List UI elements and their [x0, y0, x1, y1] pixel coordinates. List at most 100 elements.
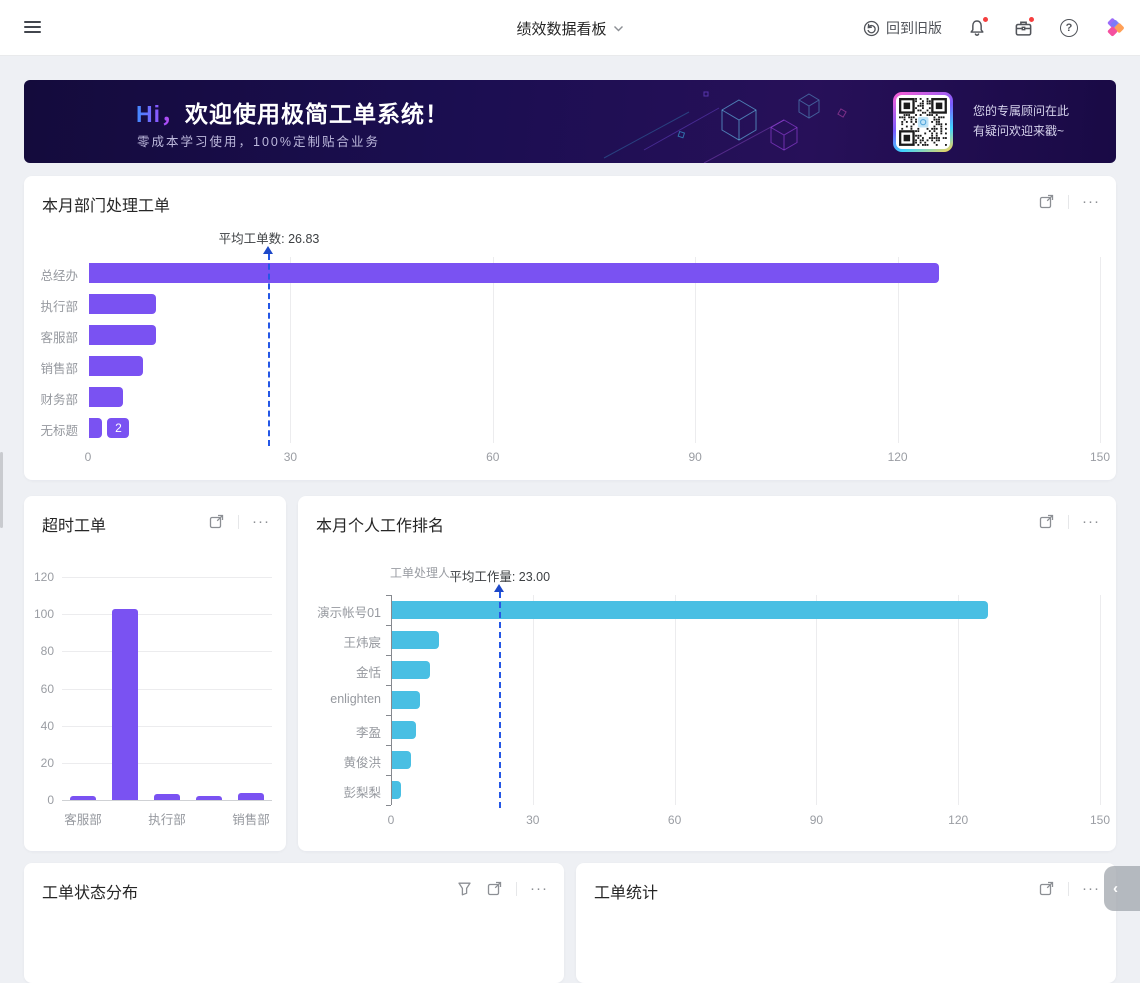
bar[interactable]: [89, 262, 940, 283]
chevron-left-icon: ‹: [1113, 880, 1118, 897]
card-title: 本月部门处理工单: [42, 198, 171, 215]
axis-name-label: 工单处理人: [390, 566, 451, 580]
bar[interactable]: [89, 386, 123, 407]
divider: [516, 881, 517, 896]
gridline: [62, 577, 272, 578]
scrollbar-thumb[interactable]: [0, 452, 3, 528]
bar[interactable]: [196, 796, 222, 800]
axis-line: [391, 595, 392, 805]
back-label: 回到旧版: [886, 20, 942, 36]
dashboard-title-dropdown[interactable]: 绩效数据看板: [516, 0, 624, 56]
axis-tick-mark: [386, 685, 391, 686]
top-navbar: 绩效数据看板 回到旧版: [0, 0, 1140, 56]
card-title: 本月个人工作排名: [316, 518, 445, 535]
collapse-drawer-handle[interactable]: ‹: [1104, 866, 1140, 911]
divider: [238, 514, 239, 529]
gridline: [816, 595, 818, 805]
more-icon[interactable]: ···: [1082, 512, 1100, 530]
axis-tick-mark: [386, 745, 391, 746]
bar[interactable]: [392, 601, 988, 619]
workbench-button[interactable]: [1012, 16, 1035, 39]
help-icon: ?: [1060, 19, 1078, 37]
category-label: 李盈: [355, 726, 381, 740]
bar[interactable]: [392, 661, 430, 679]
gridline: [958, 595, 960, 805]
notifications-button[interactable]: [966, 16, 989, 39]
category-label: 客服部: [40, 330, 78, 345]
bar-data-label: 2: [107, 417, 130, 438]
gridline: [62, 688, 272, 690]
qr-code: [893, 92, 953, 152]
bar[interactable]: [392, 781, 402, 799]
gridline: [1100, 257, 1101, 443]
axis-tick-label: 150: [1089, 813, 1111, 827]
gridline: [492, 257, 494, 443]
average-label: 平均工作量: 23.00: [449, 570, 551, 584]
axis-tick-mark: [386, 655, 391, 656]
average-line: [268, 254, 270, 446]
expand-icon[interactable]: [1038, 513, 1055, 530]
axis-tick-mark: [386, 595, 391, 596]
bar[interactable]: [392, 631, 440, 649]
notification-badge: [982, 16, 989, 23]
banner-subtitle: 零成本学习使用，100%定制贴合业务: [137, 135, 380, 149]
navbar-actions: 回到旧版 ?: [863, 0, 1126, 56]
bar[interactable]: [392, 691, 421, 709]
card-workorder-stats: 工单统计 ···: [576, 863, 1116, 983]
help-button[interactable]: ?: [1058, 17, 1080, 39]
dept-bar-chart: 0 30 60 90 120 150 总经办 执行部 客服部 销售部 财务部 无标题 2 平均工单数: 2…: [24, 176, 1116, 480]
bar[interactable]: [89, 324, 157, 345]
axis-tick-label: 120: [948, 813, 969, 827]
bell-icon: [970, 20, 984, 36]
gridline: [695, 257, 697, 443]
card-overtime: 超时工单 ··· 0 20 40 60 80 100 120 客服部 执行部 销售部: [24, 496, 286, 851]
back-to-old-version-button[interactable]: 回到旧版: [863, 18, 942, 38]
banner-title: Hi，欢迎使用极简工单系统！: [136, 101, 449, 127]
card-title: 工单状态分布: [42, 885, 139, 902]
logo-icon: [1107, 18, 1124, 36]
workbench-badge: [1028, 16, 1035, 23]
bar[interactable]: [112, 608, 138, 800]
app-logo[interactable]: [1104, 17, 1126, 39]
category-label: 执行部: [148, 813, 186, 827]
bar[interactable]: [392, 751, 411, 769]
more-icon[interactable]: ···: [252, 512, 270, 530]
expand-icon[interactable]: [208, 513, 225, 530]
personal-bar-chart: 0 30 60 90 120 150 演示帐号01 王炜宸 金恬 enlighten 李盈 黄俊洪 彭梨…: [298, 496, 1116, 851]
more-icon[interactable]: ···: [1082, 192, 1100, 210]
axis-tick-label: 60: [667, 813, 682, 827]
gridline: [62, 800, 272, 801]
axis-tick-mark: [386, 625, 391, 626]
axis-tick-label: 120: [33, 570, 54, 584]
gridline: [62, 614, 272, 616]
axis-tick-label: 0: [84, 450, 92, 464]
card-personal-ranking: 本月个人工作排名 ··· 0 30 60 90 120 150 演示帐号01 王炜宸 金恬 enl…: [298, 496, 1116, 851]
bar[interactable]: [89, 355, 143, 376]
axis-tick-label: 30: [283, 450, 298, 464]
more-icon[interactable]: ···: [530, 879, 548, 897]
category-label: 演示帐号01: [317, 606, 381, 620]
expand-icon[interactable]: [1038, 193, 1055, 210]
bar[interactable]: [89, 417, 103, 438]
bar[interactable]: [238, 792, 264, 800]
page-title: 绩效数据看板: [516, 20, 607, 38]
menu-icon[interactable]: [24, 21, 41, 34]
category-label: 彭梨梨: [343, 786, 381, 800]
filter-icon[interactable]: [456, 880, 473, 897]
axis-tick-mark: [386, 715, 391, 716]
bar[interactable]: [89, 293, 157, 314]
welcome-banner: Hi，欢迎使用极简工单系统！ 零成本学习使用，100%定制贴合业务 您的专属顾问…: [24, 80, 1116, 163]
bar[interactable]: [70, 796, 96, 800]
more-icon[interactable]: ···: [1082, 879, 1100, 897]
average-line-arrow: [263, 246, 273, 254]
expand-icon[interactable]: [1038, 880, 1055, 897]
bar[interactable]: [392, 721, 416, 739]
expand-icon[interactable]: [486, 880, 503, 897]
divider: [1068, 194, 1069, 209]
card-title: 超时工单: [42, 518, 107, 535]
briefcase-icon: [1015, 21, 1031, 36]
axis-tick-label: 30: [526, 813, 540, 827]
category-label: 销售部: [40, 361, 78, 376]
axis-tick-label: 60: [40, 681, 54, 696]
bar[interactable]: [154, 794, 180, 800]
